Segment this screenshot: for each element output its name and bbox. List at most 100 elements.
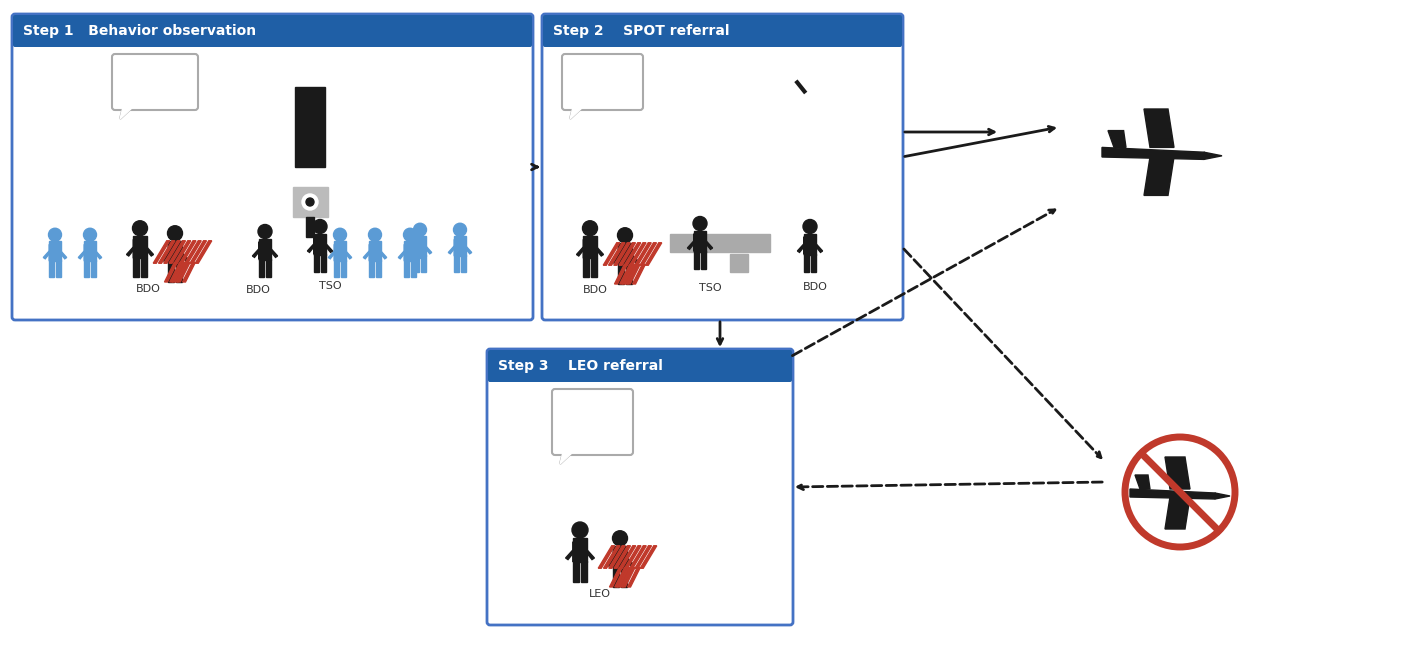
Bar bbox=[804, 234, 817, 254]
Circle shape bbox=[83, 228, 97, 241]
Polygon shape bbox=[603, 243, 620, 265]
Polygon shape bbox=[408, 239, 416, 254]
Circle shape bbox=[313, 219, 327, 234]
Bar bbox=[613, 546, 627, 568]
Polygon shape bbox=[618, 243, 635, 265]
Polygon shape bbox=[610, 567, 623, 587]
Polygon shape bbox=[797, 237, 805, 252]
Circle shape bbox=[414, 223, 427, 236]
Polygon shape bbox=[1165, 457, 1190, 489]
Text: Step 2    SPOT referral: Step 2 SPOT referral bbox=[553, 24, 730, 38]
Bar bbox=[767, 54, 813, 100]
Polygon shape bbox=[607, 549, 614, 566]
Polygon shape bbox=[623, 265, 635, 284]
Bar bbox=[334, 260, 340, 277]
Polygon shape bbox=[1204, 152, 1222, 159]
Circle shape bbox=[306, 198, 314, 206]
Polygon shape bbox=[620, 265, 633, 284]
Polygon shape bbox=[618, 243, 631, 265]
Polygon shape bbox=[164, 263, 177, 282]
Bar bbox=[621, 567, 627, 587]
Bar bbox=[730, 254, 748, 272]
FancyBboxPatch shape bbox=[543, 15, 902, 47]
Circle shape bbox=[803, 219, 817, 234]
Bar bbox=[321, 254, 327, 272]
FancyBboxPatch shape bbox=[553, 389, 633, 455]
Polygon shape bbox=[614, 546, 631, 568]
Polygon shape bbox=[253, 242, 260, 258]
Polygon shape bbox=[414, 245, 421, 259]
Circle shape bbox=[368, 228, 381, 241]
Circle shape bbox=[693, 217, 707, 230]
Bar bbox=[370, 260, 374, 277]
Text: Step 1   Behavior observation: Step 1 Behavior observation bbox=[23, 24, 256, 38]
Polygon shape bbox=[84, 241, 96, 261]
Polygon shape bbox=[370, 241, 381, 261]
Bar bbox=[84, 260, 90, 277]
FancyBboxPatch shape bbox=[11, 14, 533, 320]
Bar bbox=[694, 251, 700, 269]
Bar bbox=[701, 251, 707, 269]
Bar bbox=[17, 31, 528, 45]
Polygon shape bbox=[583, 236, 597, 258]
Polygon shape bbox=[608, 243, 625, 265]
Polygon shape bbox=[635, 546, 651, 568]
Polygon shape bbox=[1215, 493, 1230, 499]
Polygon shape bbox=[171, 263, 184, 282]
Circle shape bbox=[454, 223, 467, 236]
Polygon shape bbox=[326, 237, 333, 252]
Polygon shape bbox=[617, 567, 630, 587]
Polygon shape bbox=[153, 241, 170, 263]
Bar bbox=[547, 31, 898, 45]
Bar bbox=[804, 254, 810, 272]
Circle shape bbox=[334, 228, 347, 241]
Polygon shape bbox=[1144, 109, 1174, 148]
Polygon shape bbox=[627, 567, 640, 587]
Bar bbox=[694, 230, 707, 252]
Bar bbox=[141, 258, 147, 277]
Polygon shape bbox=[1135, 475, 1150, 489]
Polygon shape bbox=[635, 243, 651, 265]
Polygon shape bbox=[133, 236, 147, 258]
Bar bbox=[258, 239, 271, 259]
Polygon shape bbox=[645, 243, 661, 265]
Circle shape bbox=[133, 221, 147, 236]
Bar bbox=[133, 258, 140, 277]
Bar bbox=[583, 258, 590, 277]
Polygon shape bbox=[1130, 489, 1215, 499]
Polygon shape bbox=[705, 234, 713, 249]
Polygon shape bbox=[1102, 148, 1204, 159]
Circle shape bbox=[617, 228, 633, 243]
Bar bbox=[454, 236, 466, 256]
Polygon shape bbox=[614, 567, 627, 587]
Bar bbox=[370, 241, 381, 261]
Polygon shape bbox=[1144, 157, 1174, 195]
Polygon shape bbox=[169, 241, 181, 263]
Bar bbox=[618, 265, 624, 284]
Polygon shape bbox=[184, 241, 201, 263]
Polygon shape bbox=[448, 239, 456, 254]
Bar bbox=[341, 260, 346, 277]
Polygon shape bbox=[694, 230, 707, 252]
Bar bbox=[591, 258, 597, 277]
Polygon shape bbox=[624, 243, 641, 265]
Polygon shape bbox=[79, 245, 86, 259]
Bar bbox=[293, 187, 327, 217]
FancyBboxPatch shape bbox=[487, 349, 793, 625]
Polygon shape bbox=[625, 549, 634, 566]
Polygon shape bbox=[424, 239, 431, 254]
Polygon shape bbox=[630, 546, 647, 568]
Text: Step 3    LEO referral: Step 3 LEO referral bbox=[498, 359, 663, 373]
Polygon shape bbox=[380, 245, 387, 259]
Polygon shape bbox=[804, 234, 817, 254]
Text: TSO: TSO bbox=[698, 283, 721, 293]
Polygon shape bbox=[604, 546, 620, 568]
Polygon shape bbox=[464, 239, 471, 254]
Bar bbox=[414, 236, 426, 256]
Polygon shape bbox=[608, 546, 625, 568]
Bar bbox=[411, 260, 416, 277]
Bar bbox=[404, 260, 410, 277]
Polygon shape bbox=[196, 241, 211, 263]
FancyBboxPatch shape bbox=[563, 54, 643, 110]
Polygon shape bbox=[177, 263, 190, 282]
